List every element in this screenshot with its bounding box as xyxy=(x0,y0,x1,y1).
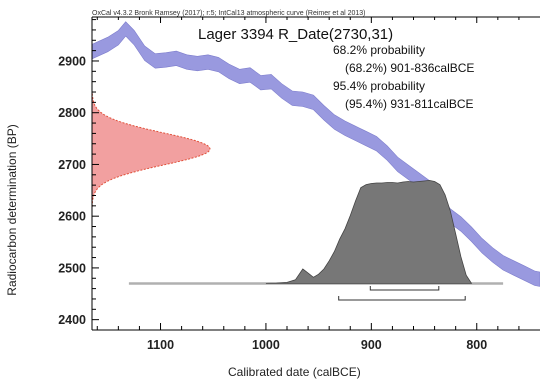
oxcal-header: OxCal v4.3.2 Bronk Ramsey (2017); r:5; I… xyxy=(92,10,366,17)
x-axis-title: Calibrated date (calBCE) xyxy=(228,365,361,379)
x-tick-label: 800 xyxy=(466,338,487,352)
calibration-curve-band xyxy=(91,21,540,287)
prob-95-range: (95.4%) 931-811calBCE xyxy=(345,97,474,111)
y-tick-label: 2600 xyxy=(58,210,86,224)
prob-68-label: 68.2% probability xyxy=(333,43,425,57)
x-tick-label: 900 xyxy=(361,338,382,352)
x-tick-label: 1000 xyxy=(252,338,280,352)
radiocarbon-date-distribution xyxy=(92,91,210,207)
y-axis-ticks: 2400 2500 2600 2700 2800 2900 xyxy=(58,19,99,327)
y-tick-label: 2700 xyxy=(58,158,86,172)
y-axis-title: Radiocarbon determination (BP) xyxy=(5,124,19,295)
y-tick-label: 2800 xyxy=(58,106,86,120)
range-68-bracket-line xyxy=(369,286,440,291)
chart-title: Lager 3394 R_Date(2730,31) xyxy=(198,26,393,43)
plot-area xyxy=(91,21,540,301)
prob-95-label: 95.4% probability xyxy=(333,79,425,93)
range-95-bracket xyxy=(338,296,466,301)
y-tick-label: 2500 xyxy=(58,261,86,275)
range-68-bracket xyxy=(369,286,440,291)
calibrated-date-distribution xyxy=(265,179,473,284)
y-tick-label: 2900 xyxy=(58,54,86,68)
y-tick-label: 2400 xyxy=(58,313,86,327)
x-axis-ticks: 1100 1000 900 800 xyxy=(96,17,520,352)
range-95-bracket-line xyxy=(338,296,466,301)
prob-68-range: (68.2%) 901-836calBCE xyxy=(345,61,474,75)
radiocarbon-date-edge xyxy=(91,91,211,207)
x-tick-label: 1100 xyxy=(147,338,174,352)
